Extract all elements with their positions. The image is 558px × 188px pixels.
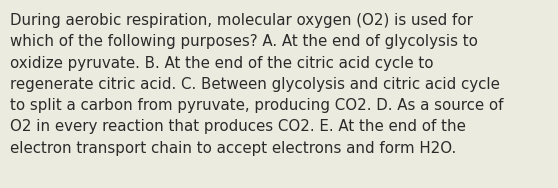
Text: During aerobic respiration, molecular oxygen (O2) is used for
which of the follo: During aerobic respiration, molecular ox… — [10, 13, 503, 156]
